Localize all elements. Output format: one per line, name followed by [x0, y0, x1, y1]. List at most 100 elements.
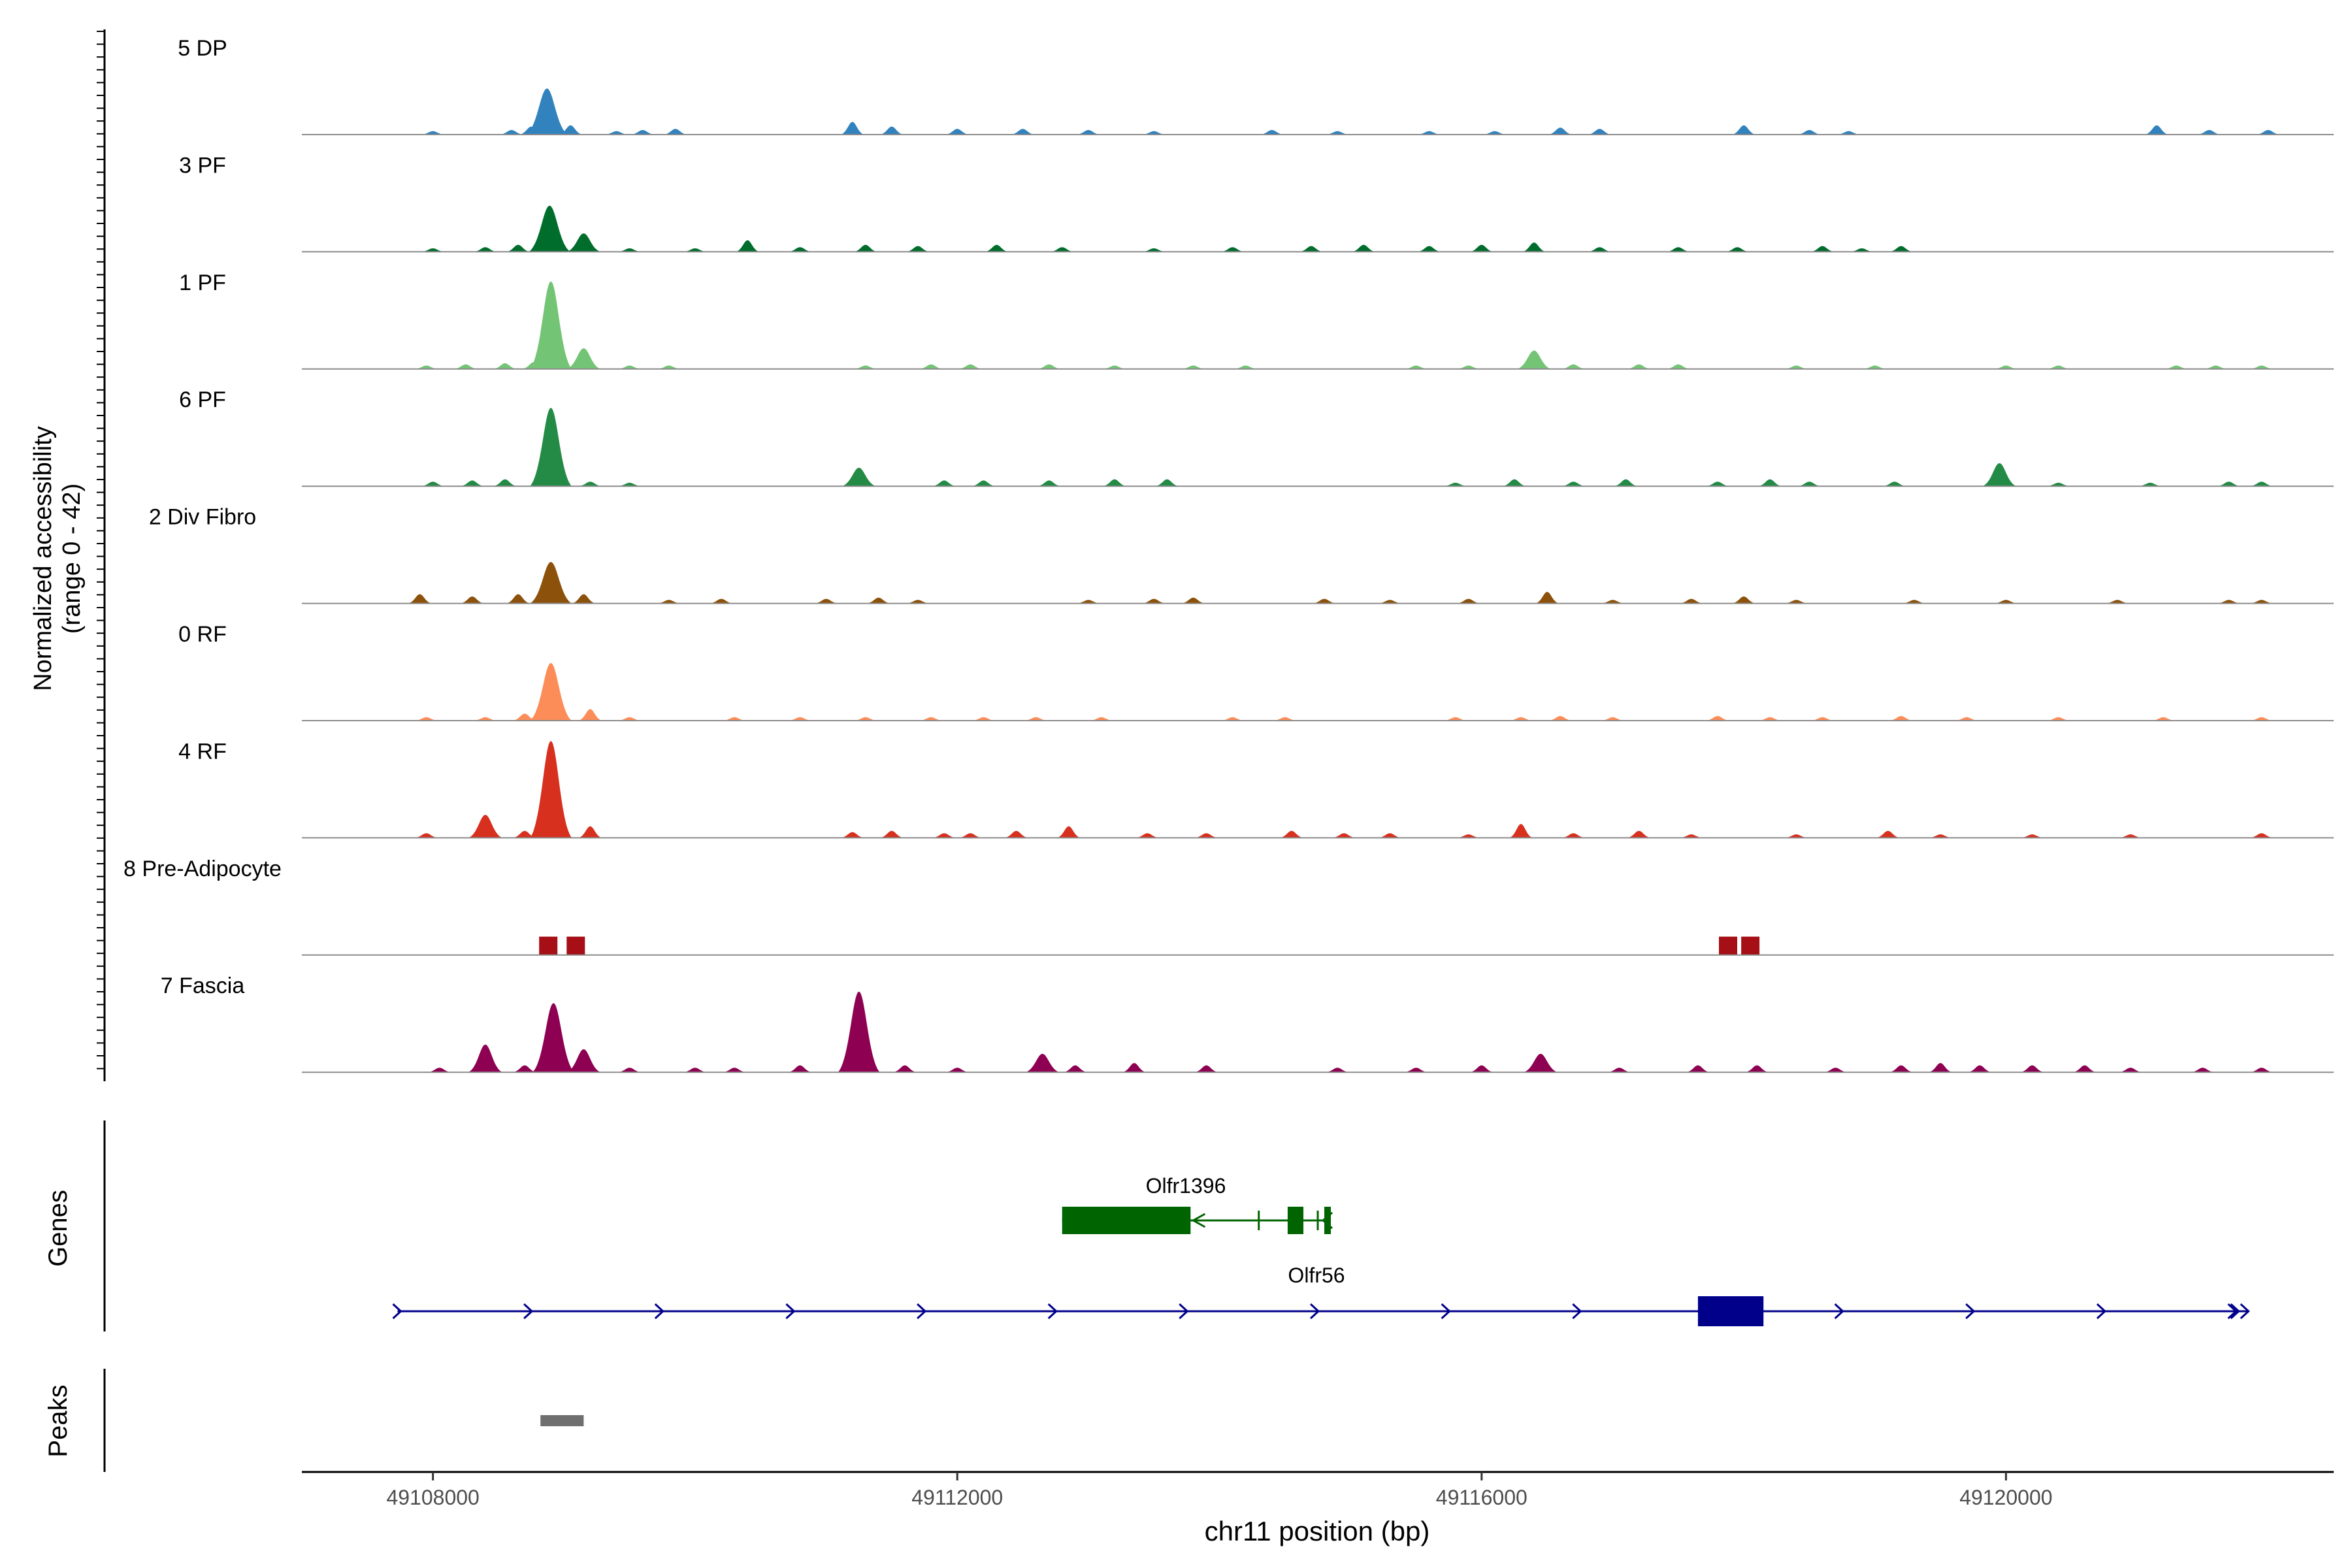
- coverage-peak: [1686, 1065, 1710, 1073]
- coverage-peak: [663, 129, 687, 135]
- strand-arrow: [1703, 1303, 1714, 1320]
- x-axis: 49108000 49112000 49116000 49120000: [302, 1471, 2334, 1509]
- coverage-peak: [578, 709, 602, 721]
- coverage-peak: [1889, 246, 1913, 252]
- coverage-peak: [932, 833, 956, 838]
- coverage-peak: [814, 598, 838, 604]
- coverage-peak: [2256, 130, 2280, 135]
- track-label: 5 DP: [178, 36, 227, 61]
- track-3-pf: 3 PF: [179, 153, 2334, 253]
- coverage-peak: [1823, 1068, 1848, 1073]
- coverage-peak: [710, 598, 734, 604]
- gene-track-label: Genes: [44, 1190, 73, 1267]
- coverage-peak: [408, 594, 432, 604]
- coverage-peak: [529, 205, 571, 252]
- coverage-peak: [421, 248, 445, 252]
- coverage-peak: [1050, 247, 1074, 252]
- strand-arrow: [654, 1303, 665, 1320]
- coverage-peak: [513, 713, 537, 721]
- coverage-peak: [1332, 833, 1356, 838]
- strand-arrow: [1441, 1303, 1451, 1320]
- peaks-track-label: Peaks: [44, 1384, 73, 1457]
- coverage-peak: [1561, 364, 1586, 369]
- coverage-peak: [500, 130, 523, 135]
- coverage-peak: [1588, 129, 1612, 135]
- coverage-peak: [1607, 1068, 1631, 1073]
- coverage-peak: [1876, 830, 1900, 838]
- coverage-peak: [1378, 600, 1402, 604]
- coverage-peak: [473, 247, 497, 252]
- coverage-peak: [530, 281, 572, 369]
- exon: [1324, 1207, 1331, 1234]
- coverage-peak: [506, 244, 531, 252]
- coverage-peak: [736, 240, 760, 252]
- coverage-peak: [604, 131, 629, 135]
- coverage-peak: [958, 833, 983, 838]
- track-0-rf: 0 RF: [178, 622, 2334, 721]
- coverage-peak: [1627, 830, 1651, 838]
- coverage-peak: [468, 815, 502, 838]
- coverage-peak: [919, 364, 943, 369]
- coverage-peak: [1194, 1065, 1218, 1073]
- coverage-peak: [1535, 592, 1560, 604]
- coverage-peak: [972, 717, 996, 721]
- coverage-peak: [841, 468, 876, 487]
- coverage-peak: [414, 717, 438, 721]
- strand-arrow: [1047, 1303, 1058, 1320]
- coverage-peak: [985, 244, 1009, 252]
- coverage-peak: [1122, 1063, 1147, 1073]
- coverage-peak: [421, 131, 445, 135]
- coverage-peak: [879, 126, 904, 135]
- coverage-peak: [2249, 365, 2274, 369]
- coverage-peak: [1561, 833, 1586, 838]
- coverage-peak: [1056, 826, 1081, 838]
- coverage-peak: [1784, 834, 1808, 838]
- coverage-peak: [1089, 717, 1113, 721]
- coverage-peak: [1326, 131, 1350, 135]
- peak-region: [540, 1415, 584, 1426]
- coverage-peak: [1810, 717, 1835, 721]
- x-tick-label: 49120000: [1959, 1486, 2052, 1509]
- strand-arrow: [785, 1303, 796, 1320]
- exon: [1697, 1296, 1764, 1326]
- coverage-peak: [1719, 936, 1737, 955]
- coverage-peak: [2249, 1068, 2274, 1073]
- track-label: 6 PF: [179, 387, 226, 412]
- coverage-peak: [1548, 127, 1573, 135]
- coverage-peak: [2204, 365, 2228, 369]
- coverage-peak: [906, 600, 930, 604]
- coverage-peak: [1758, 479, 1782, 487]
- coverage-peak: [559, 125, 583, 135]
- strand-arrow: [1965, 1303, 1976, 1320]
- coverage-peak: [1299, 246, 1323, 252]
- track-label: 0 RF: [178, 622, 227, 647]
- coverage-peak: [1982, 463, 2017, 487]
- coverage-peak: [1601, 600, 1625, 604]
- track-label: 3 PF: [179, 153, 226, 178]
- coverage-peak: [1509, 824, 1533, 838]
- coverage-peak: [2249, 600, 2274, 604]
- coverage-peak: [1456, 365, 1480, 369]
- coverage-peak: [506, 594, 531, 604]
- coverage-peak: [1181, 365, 1205, 369]
- strand-arrow: [2240, 1303, 2250, 1320]
- coverage-peak: [1994, 600, 2018, 604]
- coverage-peak: [2249, 482, 2274, 487]
- coverage-peak: [1233, 365, 1258, 369]
- coverage-peak: [919, 717, 943, 721]
- coverage-peak: [2197, 130, 2221, 135]
- coverage-peak: [572, 594, 596, 604]
- y-axis-title: Normalized accessibility: [29, 426, 57, 691]
- coverage-peak: [1601, 717, 1625, 721]
- coverage-peak: [617, 717, 642, 721]
- coverage-peak: [1810, 246, 1835, 252]
- coverage-peak: [2020, 834, 2044, 838]
- coverage-peak: [723, 717, 747, 721]
- coverage-peak: [1706, 716, 1729, 721]
- coverage-peak: [1313, 598, 1336, 604]
- coverage-peak: [1548, 716, 1573, 721]
- coverage-peak: [414, 833, 438, 838]
- coverage-peak: [1503, 479, 1526, 487]
- coverage-peak: [1004, 830, 1028, 838]
